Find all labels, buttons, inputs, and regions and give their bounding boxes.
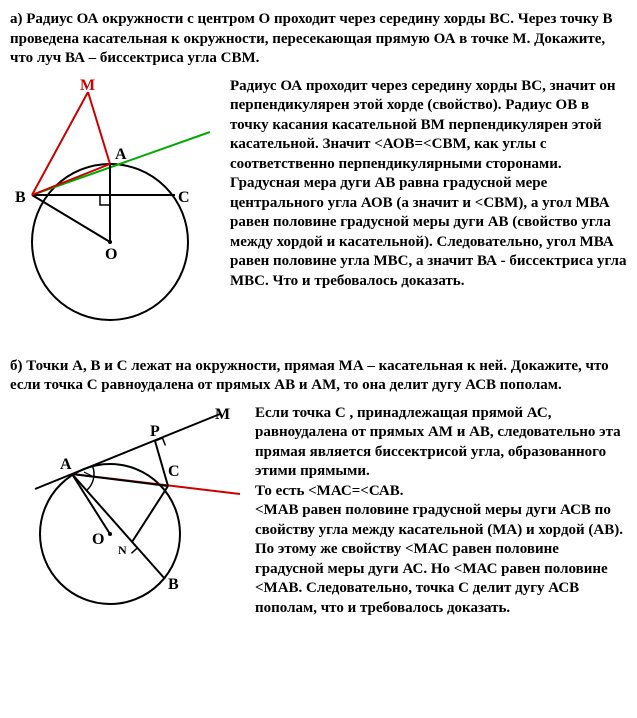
- svg-text:Р: Р: [150, 423, 160, 440]
- problem-a-content: М А В С О Радиус ОА проходит через середину …: [10, 77, 627, 327]
- svg-text:С: С: [168, 463, 180, 480]
- svg-text:М: М: [215, 406, 230, 423]
- problem-b-figure: М А В С О Р N: [10, 404, 245, 614]
- problem-b-content: М А В С О Р N Если точка С , принадлежащая пря…: [10, 404, 627, 619]
- problem-b: б) Точки А, В и С лежат на окружности, п…: [10, 357, 627, 619]
- svg-text:С: С: [178, 189, 190, 206]
- problem-b-statement: б) Точки А, В и С лежат на окружности, п…: [10, 357, 627, 396]
- svg-text:В: В: [15, 189, 26, 206]
- svg-text:N: N: [118, 543, 127, 557]
- problem-b-solution: Если точка С , принадлежащая прямой АС, …: [255, 404, 627, 619]
- svg-text:О: О: [105, 246, 117, 263]
- svg-text:В: В: [168, 576, 179, 593]
- problem-a-figure: М А В С О: [10, 77, 220, 327]
- svg-text:А: А: [115, 146, 127, 163]
- problem-a-statement: а) Радиус ОА окружности с центром О прох…: [10, 10, 627, 69]
- svg-text:А: А: [60, 456, 72, 473]
- problem-a-solution: Радиус ОА проходит через середину хорды …: [230, 77, 627, 292]
- svg-text:О: О: [92, 531, 104, 548]
- problem-a: а) Радиус ОА окружности с центром О прох…: [10, 10, 627, 327]
- svg-text:М: М: [80, 77, 95, 94]
